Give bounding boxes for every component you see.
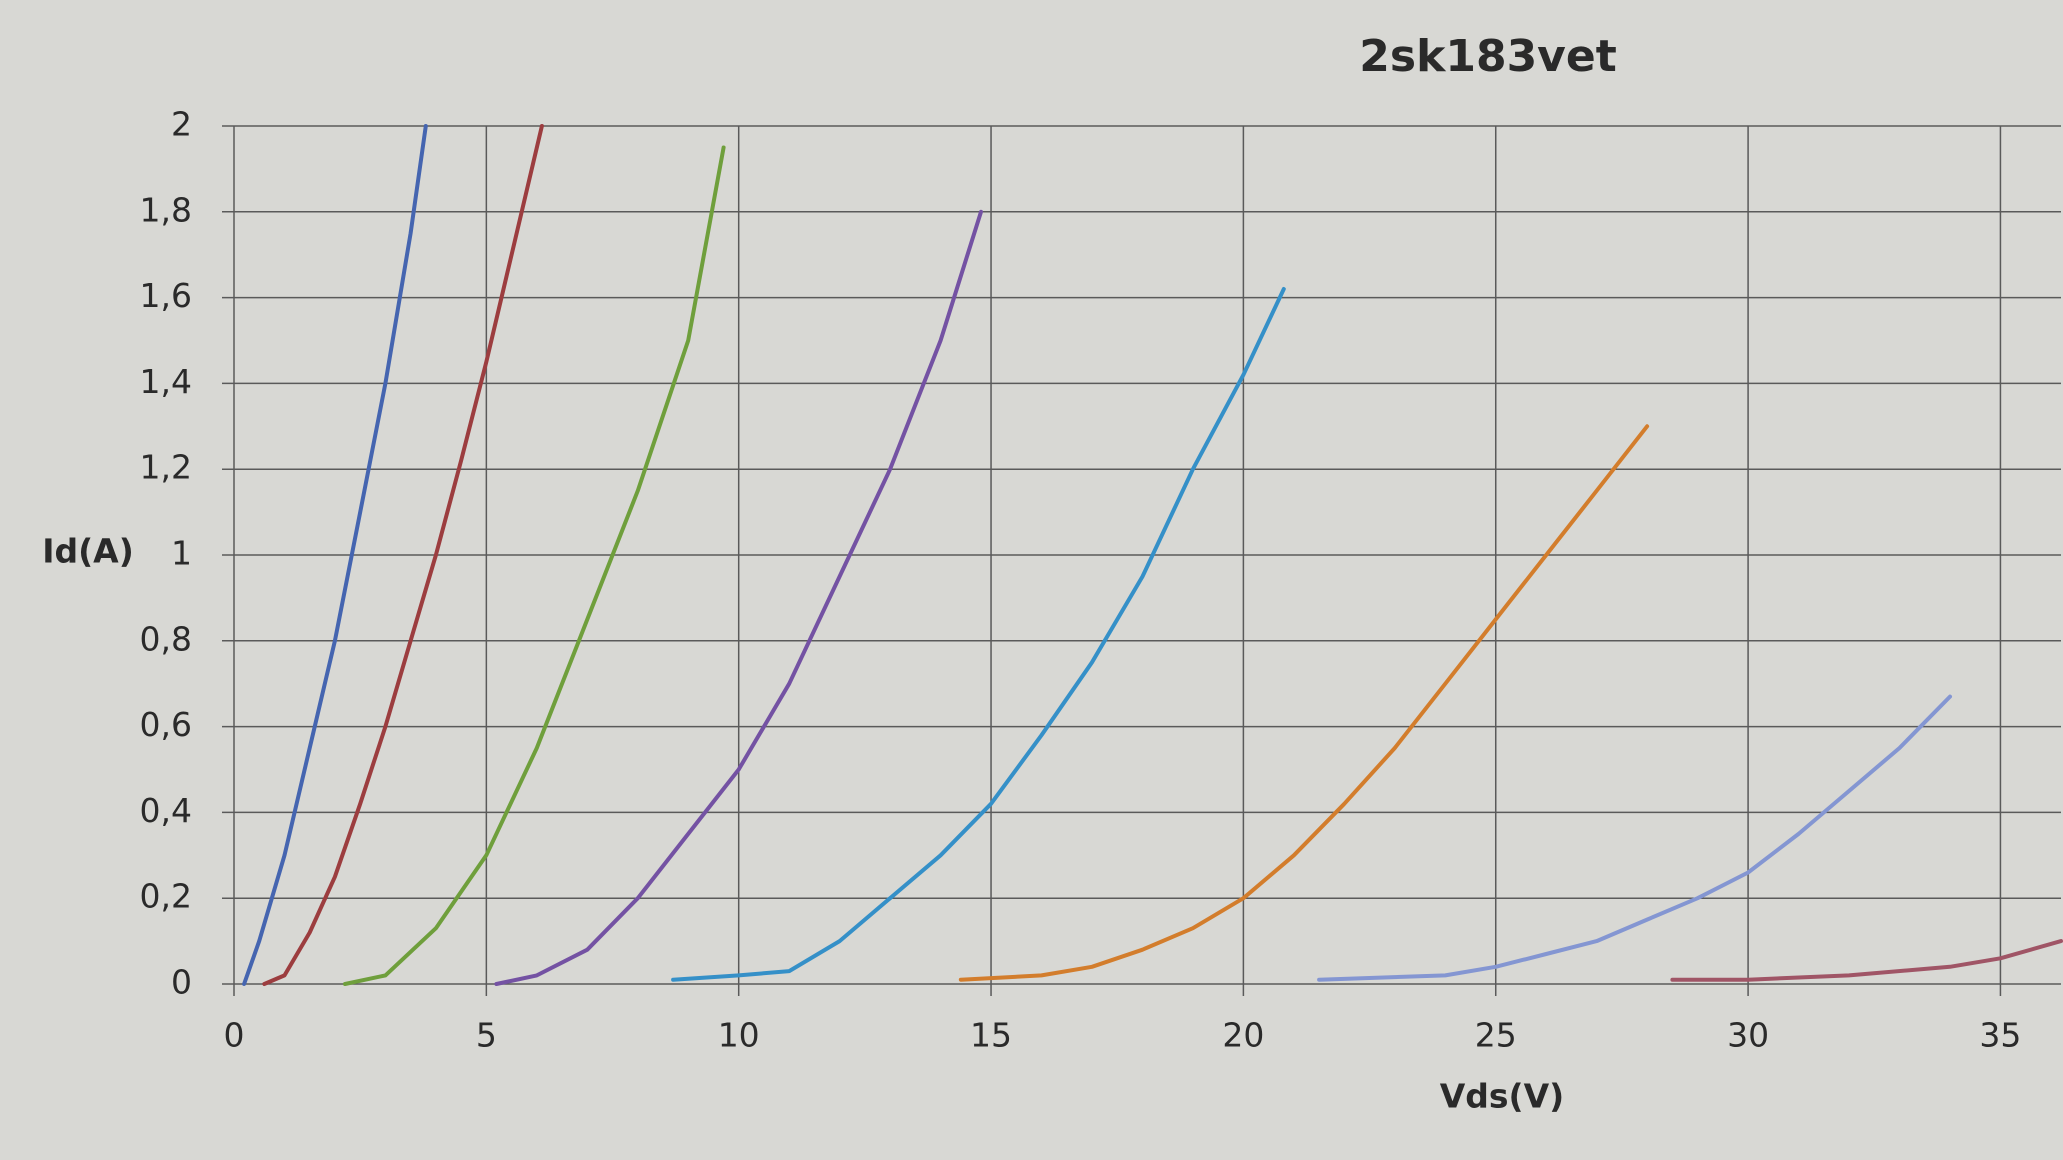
data-line	[1670, 939, 2063, 982]
x-tick-label: 5	[476, 1016, 497, 1055]
x-tick-label: 25	[1475, 1016, 1517, 1055]
data-line	[494, 209, 983, 986]
y-tick-label: 0,6	[140, 705, 192, 744]
x-tick-label: 30	[1727, 1016, 1769, 1055]
y-tick-label: 0,2	[140, 877, 192, 916]
x-tick-label: 10	[718, 1016, 760, 1055]
y-tick-label: 1	[171, 534, 192, 573]
y-tick-label: 1,8	[140, 190, 192, 229]
y-tick-label: 1,2	[140, 448, 192, 487]
y-tick-label: 1,4	[140, 362, 192, 401]
chart-title: 2sk183vet	[1359, 31, 1616, 82]
y-tick-label: 2	[171, 105, 192, 144]
y-axis-label: Id(A)	[42, 532, 134, 571]
y-tick-label: 1,6	[140, 276, 192, 315]
data-line	[1317, 694, 1952, 982]
x-tick-label: 35	[1979, 1016, 2021, 1055]
x-tick-label: 15	[970, 1016, 1012, 1055]
data-line	[262, 124, 544, 986]
data-line	[671, 287, 1286, 982]
y-tick-label: 0	[171, 963, 192, 1002]
y-tick-label: 0,8	[140, 619, 192, 658]
data-line	[343, 145, 726, 986]
y-tick-label: 0,4	[140, 791, 192, 830]
data-line	[958, 424, 1650, 982]
x-tick-label: 0	[224, 1016, 245, 1055]
x-axis-label: Vds(V)	[1440, 1077, 1565, 1116]
x-tick-label: 20	[1222, 1016, 1264, 1055]
data-line	[242, 124, 428, 986]
